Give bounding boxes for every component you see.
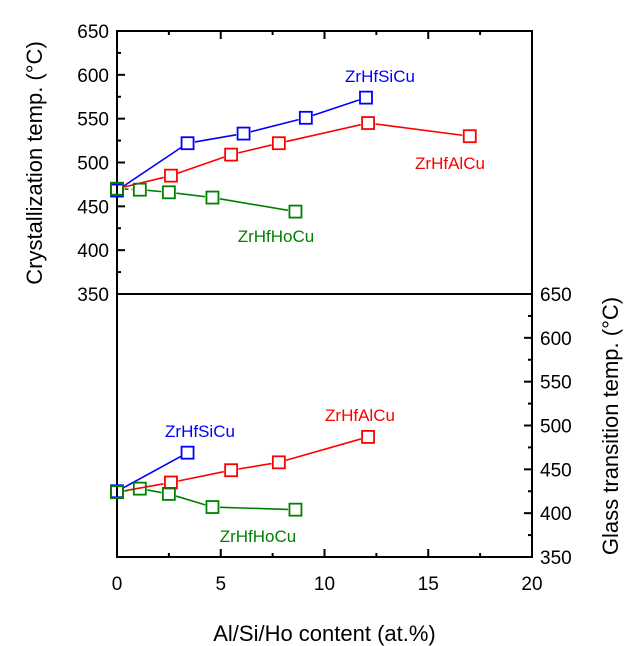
data-point-marker: [462, 129, 477, 144]
x-tick-label: 15: [418, 574, 439, 595]
y-axis-title-right: Glass transition temp. (°C): [598, 297, 623, 555]
y-axis-title-left: Crystallization temp. (°C): [22, 41, 47, 285]
data-point-marker: [205, 500, 220, 514]
y-tick-label: 400: [77, 241, 109, 262]
data-point-marker: [132, 182, 147, 197]
data-point-marker: [224, 463, 239, 478]
data-point-marker: [164, 168, 178, 183]
data-point-marker: [110, 181, 124, 196]
data-point-marker: [271, 455, 286, 470]
y-tick-label: 550: [77, 110, 109, 131]
x-tick-label: 5: [215, 574, 226, 595]
y-tick-label: 600: [77, 66, 109, 87]
series-segment: [124, 483, 164, 492]
series-segment: [250, 118, 299, 133]
series-segment: [175, 495, 206, 506]
y-tick-label: 500: [77, 154, 109, 175]
data-point-marker: [298, 110, 313, 125]
data-point-marker: [161, 486, 176, 501]
series-label: ZrHfAlCu: [325, 406, 395, 425]
series-zrhfalcu: [110, 429, 375, 500]
series-segment: [176, 192, 206, 198]
data-point-marker: [161, 185, 176, 200]
data-point-marker: [288, 204, 303, 219]
y-tick-label: 450: [540, 460, 572, 481]
data-point-marker: [361, 429, 375, 444]
data-layer: [110, 90, 477, 517]
series-segment: [178, 470, 224, 482]
series-label: ZrHfHoCu: [238, 227, 315, 246]
series-label: ZrHfSiCu: [165, 422, 235, 441]
y-tick-label: 550: [540, 373, 572, 394]
y-tick-label: 650: [540, 285, 572, 306]
y-tick-label: 500: [540, 417, 572, 438]
data-point-marker: [361, 116, 375, 130]
series-segment: [123, 455, 182, 489]
series-segment: [147, 489, 162, 494]
series-segment: [219, 506, 288, 511]
series-segment: [219, 198, 289, 212]
series-segment: [124, 488, 133, 492]
y-tick-label: 350: [77, 285, 109, 306]
y-tick-label: 400: [540, 504, 572, 525]
x-axis-title: Al/Si/Ho content (at.%): [213, 621, 436, 646]
series-zrhfhocu: [110, 181, 303, 219]
series-segment: [238, 144, 272, 154]
series-segment: [285, 123, 361, 143]
series-segment: [375, 123, 463, 137]
series-zrhfhocu: [110, 481, 303, 517]
data-point-marker: [224, 147, 239, 162]
data-point-marker: [180, 445, 195, 460]
series-segment: [285, 438, 362, 462]
series-segment: [177, 156, 225, 174]
series-segment: [124, 176, 164, 188]
data-point-marker: [180, 136, 195, 151]
series-segment: [194, 134, 237, 143]
panel-bottom: [116, 293, 533, 558]
series-zrhfalcu: [110, 116, 477, 196]
panel-top: [116, 30, 533, 295]
y-tick-label: 650: [77, 22, 109, 43]
data-point-marker: [271, 136, 286, 151]
series-label: ZrHfHoCu: [220, 527, 297, 546]
y-tick-label: 450: [77, 197, 109, 218]
data-point-marker: [164, 475, 178, 490]
data-point-marker: [205, 190, 220, 205]
axes-layer: [116, 30, 533, 558]
labels-layer: 350 400 450 500 550 600 650 ZrHfSiCu ZrHfAlCu ZrH…: [22, 22, 623, 646]
series-segment: [122, 146, 182, 188]
x-tick-label: 20: [521, 574, 542, 595]
data-point-marker: [236, 126, 251, 141]
y-tick-label: 350: [540, 548, 572, 569]
data-point-marker: [359, 90, 373, 105]
series-segment: [147, 189, 162, 193]
data-point-marker: [288, 502, 303, 517]
data-point-marker: [110, 485, 124, 500]
x-tick-label: 0: [112, 574, 123, 595]
series-segment: [312, 99, 360, 117]
series-label: ZrHfSiCu: [345, 67, 415, 86]
series-label: ZrHfAlCu: [415, 154, 485, 173]
data-point-marker: [132, 481, 147, 496]
x-tick-label: 10: [314, 574, 335, 595]
series-segment: [238, 462, 272, 470]
y-tick-label: 600: [540, 329, 572, 350]
